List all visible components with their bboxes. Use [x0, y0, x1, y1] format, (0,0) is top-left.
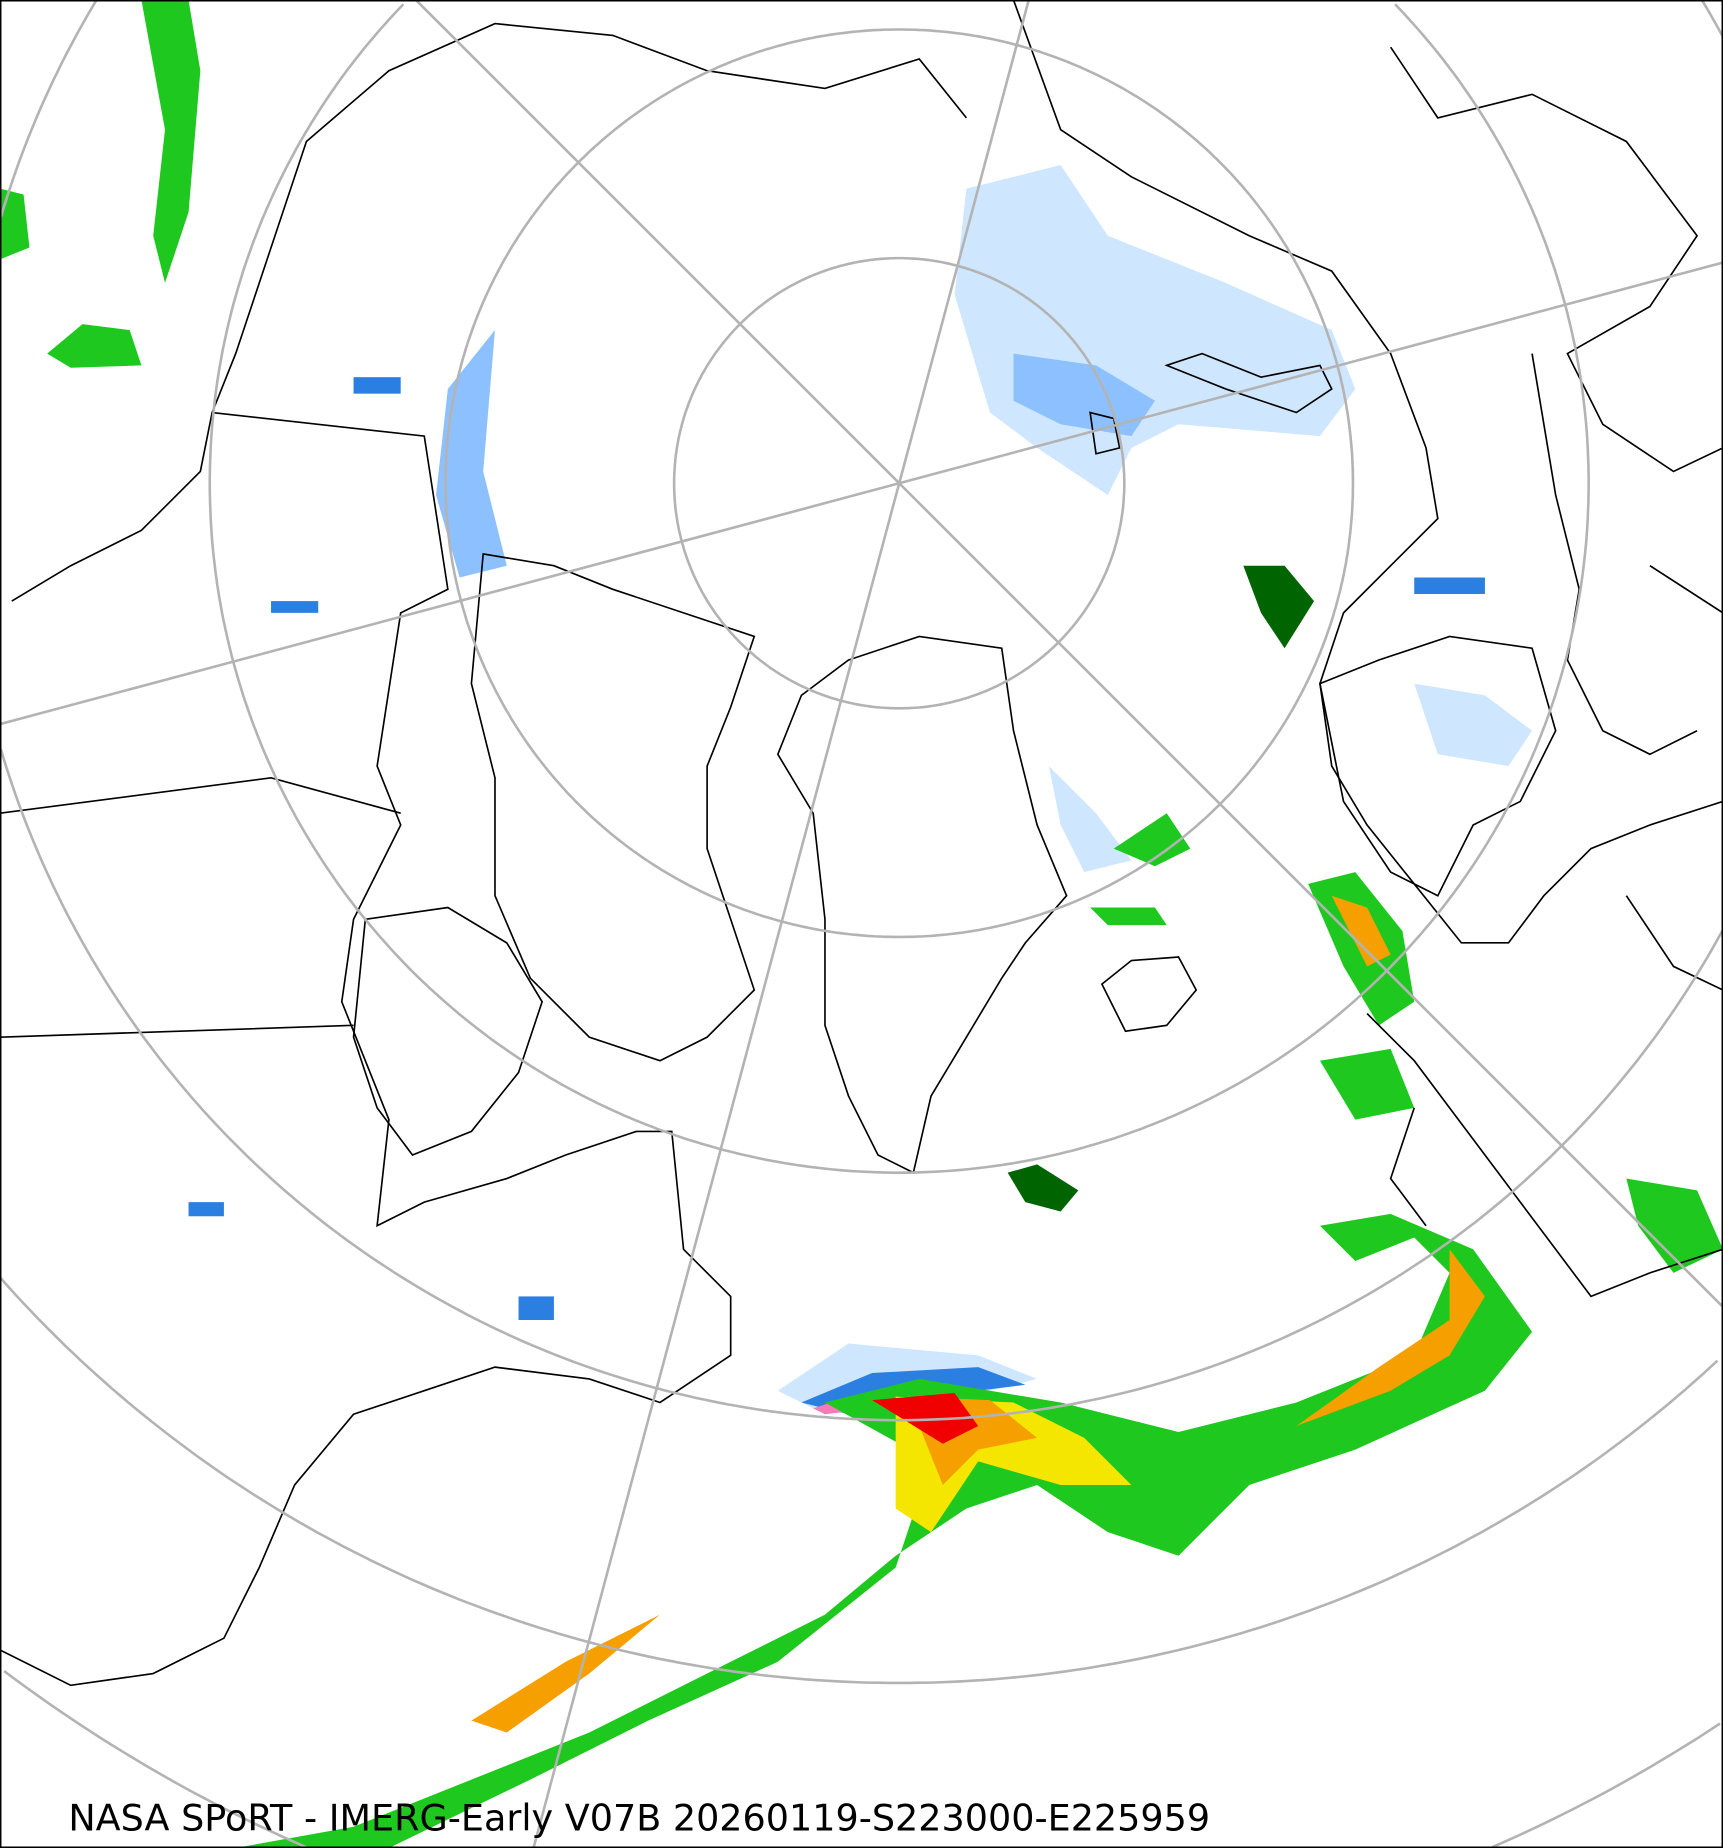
iceland-outline [1100, 956, 1198, 1033]
snow-cell [353, 377, 401, 394]
latitude-circle [0, 1277, 1719, 1685]
meridian-line [898, 482, 1723, 1308]
latitude-circle [444, 28, 1355, 939]
eurasia-outline [1012, 0, 1723, 944]
latitude-circle [672, 256, 1126, 710]
svalbard-outline [1089, 411, 1121, 455]
greenland-outline [776, 635, 1068, 1174]
snow-field-scandinavia [1414, 683, 1533, 767]
rain-band-sw [471, 1614, 660, 1733]
rain-cluster-west [0, 188, 30, 260]
snow-cell [1414, 577, 1485, 595]
latitude-circle [0, 0, 1723, 1422]
rain-cluster-europe [1319, 1048, 1415, 1120]
snow-cell [518, 1296, 554, 1320]
snow-precipitation [188, 165, 1533, 1415]
us-canada-border [0, 777, 401, 1038]
rain-cluster-pacific [141, 0, 201, 283]
europe-coast [1366, 1012, 1723, 1298]
rain-band-core-red [872, 1393, 979, 1444]
alaska-outline [11, 22, 968, 602]
meridian-line [532, 482, 901, 1848]
country-borders [1389, 46, 1723, 991]
rain-cluster-kola [1243, 565, 1315, 649]
snow-cell [188, 1202, 224, 1217]
rain-cluster-iceland-north [1090, 907, 1167, 926]
rain-cluster-norway-core [1331, 895, 1391, 967]
snow-cell [271, 601, 319, 613]
scandinavia-outline [1319, 635, 1557, 897]
meridian-line [898, 261, 1723, 485]
map-caption: NASA SPoRT - IMERG-Early V07B 20260119-S… [68, 1796, 1210, 1839]
rain-cluster-irminger [1007, 1164, 1079, 1212]
meridian-line [0, 481, 900, 726]
meridian-line [415, 0, 901, 485]
rain-cluster-aleutian [47, 324, 142, 368]
latitude-circle [208, 3, 1590, 1174]
canadian-archipelago-outline [470, 552, 756, 1062]
latitude-circle [3, 1670, 1721, 1848]
hudson-bay-outline [352, 906, 544, 1156]
rain-cluster-ne-europe [1626, 1178, 1723, 1273]
snow-field-greenland-east [1048, 766, 1132, 873]
snow-field-siberia-mid [1013, 353, 1155, 437]
meridian-line [897, 0, 1030, 484]
rain-cluster-svalbard-south [1113, 813, 1191, 867]
